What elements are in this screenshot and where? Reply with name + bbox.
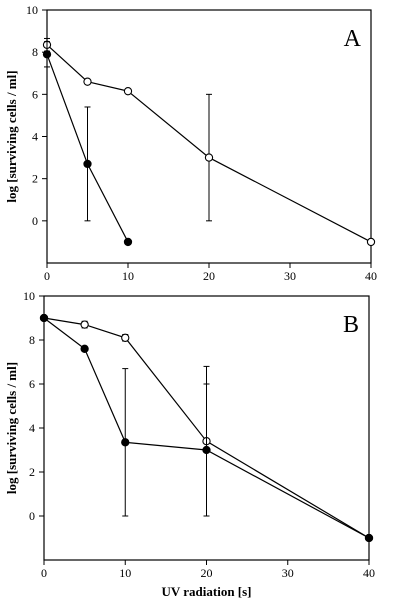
y-tick-label: 8 [32,45,38,59]
panel-label: A [344,26,362,52]
data-point [204,153,214,162]
y-tick-label: 6 [29,377,35,391]
data-point [123,87,133,96]
y-tick-label: 10 [26,3,38,17]
series-filled-circle [42,41,133,247]
data-point [80,344,89,353]
x-tick-label: 40 [365,269,377,283]
y-tick-label: 4 [29,421,35,435]
x-tick-label: 10 [122,269,134,283]
chart-panel-B: 0 10 20 30 40 0 2 4 6 8 10 log [surviving cells / m… [4,289,375,599]
x-tick-label: 30 [284,269,296,283]
series-filled-circle [39,313,374,543]
chart-panel-A: 0 10 20 30 40 0 2 4 6 8 10 log [surviving cells / m… [4,3,377,283]
data-point [42,50,52,59]
y-tick-label: 2 [29,465,35,479]
y-tick-label: 8 [29,333,35,347]
x-tick-label: 40 [363,566,375,580]
x-tick-label: 20 [201,566,213,580]
x-axis-label: UV radiation [s] [161,584,251,599]
x-tick-label: 30 [282,566,294,580]
x-tick-label: 0 [44,269,50,283]
data-point [83,159,92,169]
data-point [202,445,211,455]
series-open-circle [42,37,376,247]
data-point [121,438,130,447]
x-tick-label: 10 [119,566,131,580]
y-axis-label: log [surviving cells / ml] [4,362,19,494]
x-tick-label: 0 [41,566,47,580]
y-tick-label: 0 [32,214,38,228]
data-point [121,333,130,342]
panel-label: B [343,312,359,338]
y-tick-label: 4 [32,130,38,144]
data-point [364,533,374,543]
x-tick-label: 20 [203,269,215,283]
y-tick-label: 6 [32,87,38,101]
y-tick-label: 2 [32,172,38,186]
y-tick-label: 0 [29,509,35,523]
y-axis-label: log [surviving cells / ml] [4,70,19,202]
data-point [80,320,89,329]
y-tick-label: 10 [23,289,35,303]
data-point [366,237,376,247]
data-point [39,313,49,323]
data-point [123,237,133,247]
data-point [83,77,92,86]
